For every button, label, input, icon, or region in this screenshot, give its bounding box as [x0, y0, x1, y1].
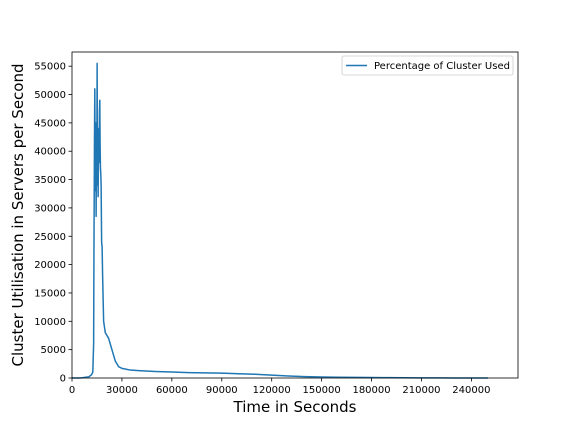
x-tick-label: 240000	[452, 385, 490, 396]
x-tick-label: 120000	[253, 385, 291, 396]
y-tick-label: 10000	[34, 317, 66, 328]
y-tick-label: 45000	[34, 118, 66, 129]
x-tick-label: 180000	[352, 385, 390, 396]
y-tick-label: 5000	[41, 345, 66, 356]
y-tick-label: 35000	[34, 175, 66, 186]
legend: Percentage of Cluster Used	[341, 55, 514, 76]
y-axis-ticks: 0 5000 10000 15000 20000 25000 30000 35000 40000…	[34, 62, 72, 385]
y-tick-label: 30000	[34, 203, 66, 214]
x-tick-label: 0	[69, 385, 75, 396]
y-tick-label: 25000	[34, 232, 66, 243]
axes-frame	[71, 51, 519, 379]
y-tick-label: 55000	[34, 62, 66, 73]
y-tick-label: 50000	[34, 90, 66, 101]
x-tick-label: 210000	[402, 385, 440, 396]
plot-area	[72, 62, 489, 379]
y-tick-label: 0	[60, 374, 66, 385]
x-tick-label: 60000	[156, 385, 188, 396]
y-tick-label: 20000	[34, 260, 66, 271]
legend-entry-label: Percentage of Cluster Used	[374, 61, 510, 72]
x-tick-label: 30000	[106, 385, 138, 396]
x-axis-label: Time in Seconds	[233, 398, 357, 416]
y-axis-label: Cluster Utilisation in Servers per Secon…	[9, 64, 27, 367]
x-tick-label: 150000	[303, 385, 341, 396]
series-line-percentage-of-cluster-used	[72, 62, 489, 379]
legend-box	[341, 55, 514, 76]
x-tick-label: 90000	[206, 385, 238, 396]
y-tick-label: 15000	[34, 288, 66, 299]
y-tick-label: 40000	[34, 147, 66, 158]
x-axis-ticks: 0 30000 60000 90000 120000 150000 180000 210000…	[69, 378, 490, 396]
